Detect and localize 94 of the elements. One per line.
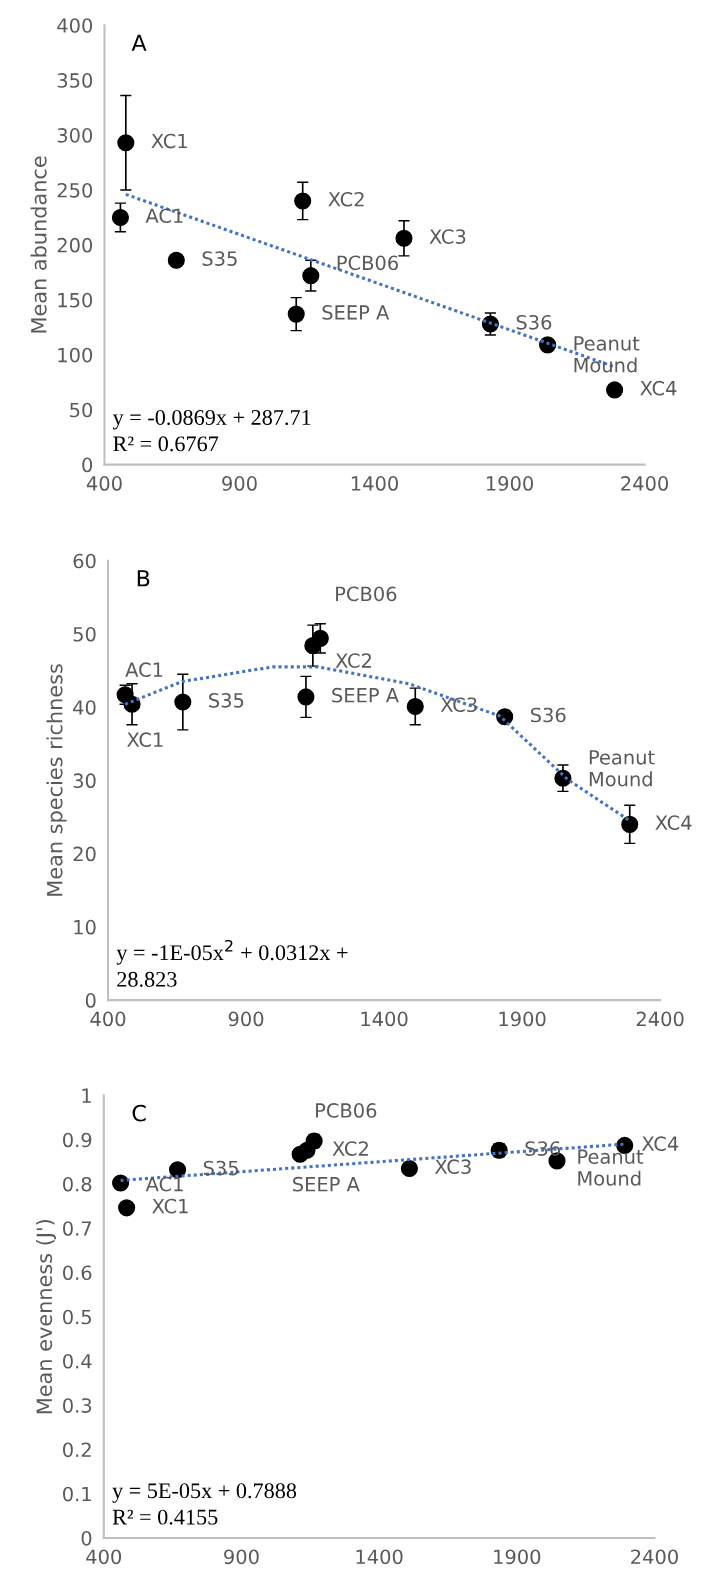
- point: [117, 134, 135, 152]
- annotation: XC2: [332, 1141, 368, 1156]
- annotation: XC3: [429, 229, 466, 244]
- point: [112, 1174, 130, 1192]
- y-tick-label: 20: [73, 846, 96, 862]
- annotation: XC4: [641, 1136, 679, 1152]
- annotation: PCB06: [316, 1103, 377, 1118]
- point: [621, 815, 639, 833]
- point: [287, 305, 305, 323]
- point: [302, 267, 320, 285]
- annotation: Peanut Mound: [578, 1149, 644, 1186]
- y-tick-label: 100: [58, 347, 93, 363]
- annotation: XC2: [328, 191, 364, 207]
- annotation: Peanut Mound: [589, 750, 655, 787]
- point: [606, 381, 624, 399]
- x-tick-label: 1900: [494, 1549, 541, 1565]
- x-tick-label: 1400: [356, 1549, 403, 1565]
- annotation: S35: [209, 692, 244, 708]
- y-tick-label: 150: [58, 292, 93, 308]
- y-tick-label: 0: [81, 1530, 92, 1546]
- x-tick-label: 900: [228, 1011, 264, 1027]
- y-tick-label: 0.7: [63, 1221, 92, 1236]
- y-tick-label: 0.2: [63, 1442, 91, 1458]
- point: [400, 1159, 418, 1177]
- annotation: XC2: [335, 653, 371, 668]
- point: [311, 629, 329, 647]
- annotation: AC1: [125, 662, 163, 678]
- annotation: Peanut Mound: [574, 336, 640, 373]
- annotation: XC3: [434, 1159, 471, 1175]
- y-tick-label: 0.5: [63, 1309, 91, 1325]
- y-tick-label: 200: [57, 237, 93, 253]
- y-tick-label: 300: [57, 128, 93, 143]
- y-tick-label: 0: [82, 457, 93, 473]
- annotation: XC1: [127, 732, 163, 748]
- point: [111, 208, 129, 227]
- text: y = -1E-05x$^{2}$ + 0.0312x + 28.823: [116, 939, 348, 987]
- annotation: PCB06: [337, 255, 398, 271]
- chart-title: A: [131, 34, 147, 51]
- annotation: AC1: [145, 1176, 183, 1192]
- y-axis-title: Mean evenness (J'): [36, 1219, 57, 1414]
- point: [395, 229, 413, 247]
- annotation: AC1: [145, 208, 183, 224]
- annotation: S36: [530, 707, 566, 723]
- point: [118, 1199, 136, 1217]
- y-tick-label: 1: [82, 1088, 91, 1103]
- y-tick-label: 30: [73, 773, 96, 789]
- point: [167, 251, 185, 269]
- y-axis-title: Mean species richness: [46, 664, 67, 896]
- point: [406, 697, 424, 715]
- annotation: XC4: [640, 380, 677, 396]
- x-tick-label: 1900: [499, 1011, 546, 1027]
- y-tick-label: 0.3: [63, 1398, 92, 1413]
- point: [291, 1145, 309, 1163]
- y-tick-label: 0.6: [63, 1265, 92, 1281]
- annotation: XC1: [151, 133, 187, 149]
- annotation: S36: [516, 314, 552, 330]
- point: [174, 693, 192, 711]
- y-tick-label: 0.9: [63, 1132, 92, 1148]
- x-tick-label: 2400: [636, 1011, 684, 1027]
- chart-title: B: [137, 570, 150, 587]
- x-tick-label: 1400: [351, 476, 398, 491]
- x-tick-label: 2400: [631, 1549, 678, 1565]
- chart-title: C: [132, 1104, 146, 1122]
- y-tick-label: 50: [73, 626, 96, 642]
- annotation: SEEP A: [332, 687, 399, 703]
- x-tick-label: 2400: [621, 476, 669, 491]
- x-tick-label: 900: [222, 476, 257, 491]
- annotation: PCB06: [336, 586, 397, 602]
- annotation: XC1: [152, 1198, 188, 1214]
- annotation: y = -0.0869x + 287.71 R² = 0.6767: [112, 409, 311, 452]
- y-tick-label: 50: [70, 402, 93, 418]
- x-tick-label: 900: [224, 1549, 259, 1565]
- y-axis-title: Mean abundance: [30, 156, 47, 333]
- y-tick-label: 0.8: [63, 1176, 92, 1192]
- y-tick-label: 10: [74, 919, 96, 935]
- x-tick-label: 1900: [486, 476, 534, 491]
- y-tick-label: 40: [73, 700, 96, 715]
- y-tick-label: 0.1: [63, 1486, 91, 1502]
- y-tick-label: 60: [73, 553, 96, 569]
- annotation: SEEP A: [293, 1176, 360, 1192]
- y-tick-label: 0: [85, 993, 96, 1008]
- annotation: S36: [525, 1141, 561, 1156]
- point: [294, 192, 312, 210]
- annotation: XC4: [655, 815, 692, 830]
- y-tick-label: 250: [57, 182, 93, 198]
- y-tick-label: 350: [57, 73, 93, 88]
- x-tick-label: 1400: [361, 1011, 408, 1027]
- y-tick-label: 0.4: [63, 1353, 92, 1369]
- annotation: S35: [203, 1160, 238, 1176]
- y-tick-label: 400: [57, 18, 93, 33]
- annotation: SEEP A: [322, 305, 390, 320]
- annotation: y = 5E-05x + 0.7888 R² = 0.4155: [112, 1483, 297, 1525]
- point: [297, 688, 315, 706]
- annotation: S35: [202, 251, 237, 266]
